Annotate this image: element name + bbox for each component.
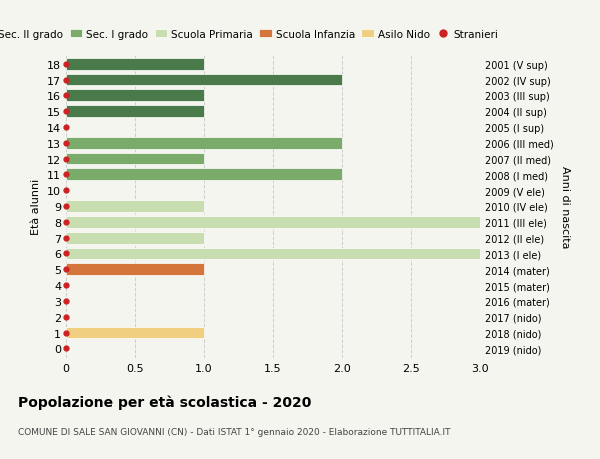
Bar — [66, 264, 204, 275]
Text: COMUNE DI SALE SAN GIOVANNI (CN) - Dati ISTAT 1° gennaio 2020 - Elaborazione TUT: COMUNE DI SALE SAN GIOVANNI (CN) - Dati … — [18, 427, 451, 436]
Y-axis label: Età alunni: Età alunni — [31, 179, 41, 235]
Bar — [66, 248, 480, 260]
Bar — [66, 90, 204, 102]
Y-axis label: Anni di nascita: Anni di nascita — [560, 165, 570, 248]
Bar — [66, 106, 204, 118]
Bar — [66, 201, 204, 213]
Bar — [66, 232, 204, 244]
Bar — [66, 169, 342, 181]
Bar — [66, 74, 342, 86]
Legend: Sec. II grado, Sec. I grado, Scuola Primaria, Scuola Infanzia, Asilo Nido, Stran: Sec. II grado, Sec. I grado, Scuola Prim… — [0, 26, 502, 44]
Bar — [66, 59, 204, 71]
Bar — [66, 216, 480, 228]
Bar — [66, 138, 342, 149]
Bar — [66, 153, 204, 165]
Text: Popolazione per età scolastica - 2020: Popolazione per età scolastica - 2020 — [18, 395, 311, 409]
Bar — [66, 327, 204, 339]
